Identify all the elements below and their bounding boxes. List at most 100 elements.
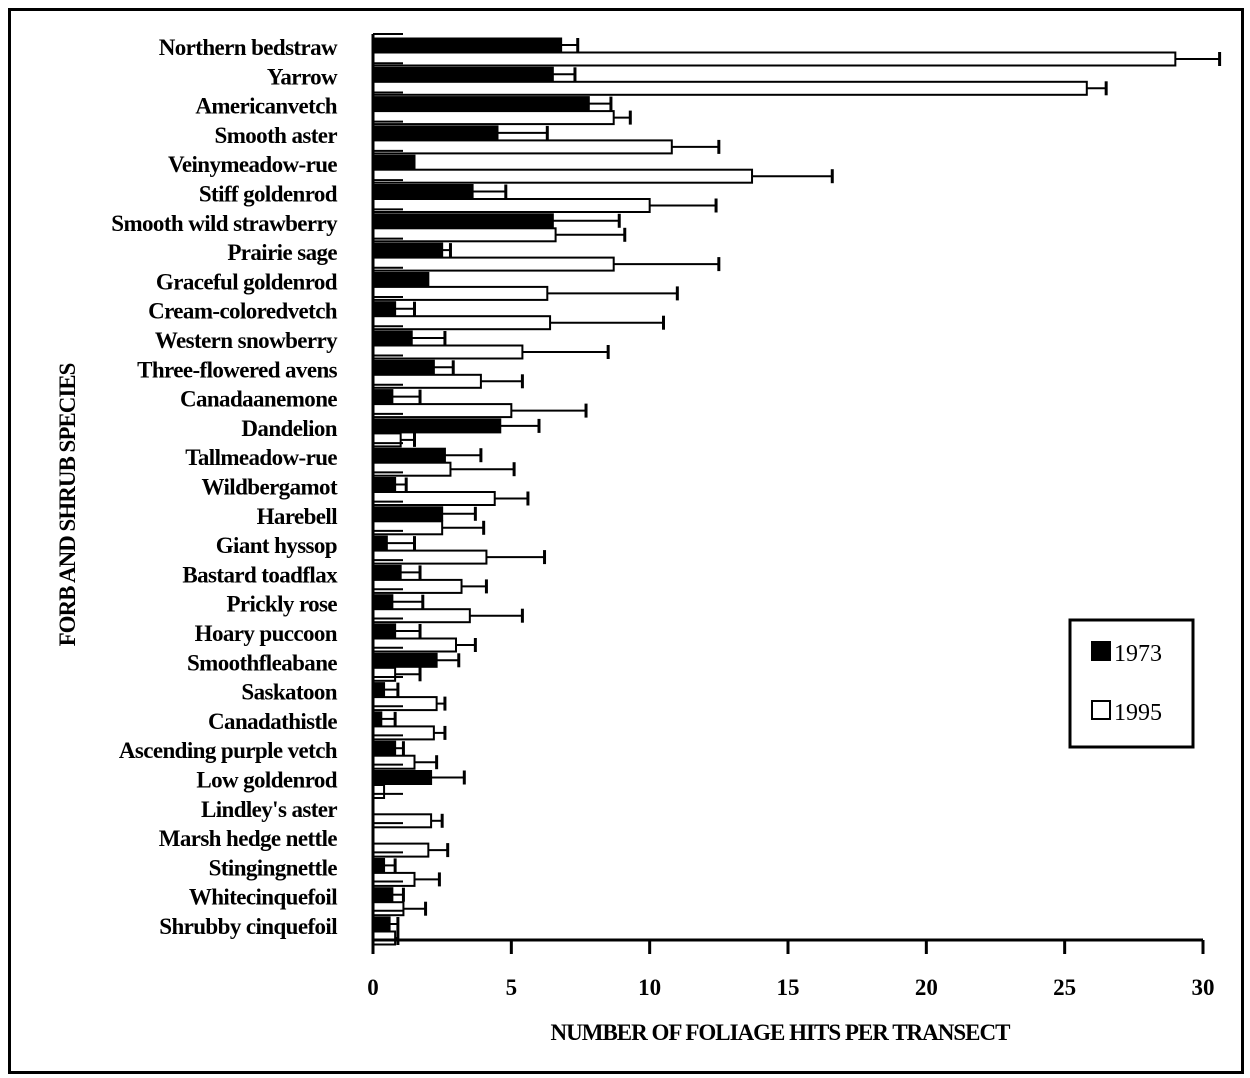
category-label: Wildbergamot xyxy=(202,475,338,500)
category-label: Low goldenrod xyxy=(196,768,337,793)
bar-1973 xyxy=(372,535,388,551)
bar-1973 xyxy=(372,682,386,698)
category-label: Canadathistle xyxy=(208,709,337,734)
bar-1995 xyxy=(372,139,673,155)
category-label: Northern bedstraw xyxy=(159,35,338,60)
chart-frame xyxy=(8,8,1244,1074)
x-tick-label: 0 xyxy=(367,975,379,1000)
bar-1995 xyxy=(372,725,435,741)
category-label: Smooth aster xyxy=(215,123,338,148)
category-label: Shrubby cinquefoil xyxy=(159,914,337,939)
category-label: Western snowberry xyxy=(155,328,338,353)
bar-1995 xyxy=(372,754,416,770)
category-label: Canadaanemone xyxy=(180,387,337,412)
bars-layer xyxy=(372,37,1222,946)
bar-1973 xyxy=(372,154,416,170)
x-axis-title: NUMBER OF FOLIAGE HITS PER TRANSECT xyxy=(551,1020,1011,1045)
bar-1995 xyxy=(372,666,397,682)
bar-1973 xyxy=(372,740,397,756)
category-label: Yarrow xyxy=(267,64,338,89)
bar-1973 xyxy=(372,184,474,199)
bar-1995 xyxy=(372,80,1088,96)
category-label: Harebell xyxy=(257,504,338,529)
bar-1973 xyxy=(372,623,397,639)
legend-swatch-1973 xyxy=(1091,641,1111,661)
bar-1995 xyxy=(372,549,488,565)
bar-1973 xyxy=(372,916,391,932)
bar-1973 xyxy=(372,594,394,610)
legend: 1973 1995 xyxy=(1068,618,1195,749)
bar-1995 xyxy=(372,901,405,917)
bar-1995 xyxy=(372,51,1177,67)
category-label: Hoary puccoon xyxy=(195,621,338,646)
category-label: Prickly rose xyxy=(226,592,337,617)
x-tick-label: 15 xyxy=(777,975,800,1000)
category-label: Whitecinquefoil xyxy=(189,885,337,910)
x-tick-label: 5 xyxy=(506,975,518,1000)
bar-1973 xyxy=(372,418,502,434)
category-label: Lindley's aster xyxy=(201,797,337,822)
category-label: Bastard toadflax xyxy=(182,562,338,587)
category-label: Americanvetch xyxy=(195,94,337,119)
bar-1973 xyxy=(372,330,413,346)
x-tick-label: 10 xyxy=(638,975,661,1000)
bar-1973 xyxy=(372,652,438,668)
bar-1995 xyxy=(372,608,471,624)
legend-label-1973: 1973 xyxy=(1114,641,1162,667)
bar-1995 xyxy=(372,637,457,653)
bar-1995 xyxy=(372,930,397,946)
category-label: Veinymeadow-rue xyxy=(168,152,337,177)
bar-1973 xyxy=(372,37,563,53)
bar-1995 xyxy=(372,344,524,360)
bar-1995 xyxy=(372,520,444,536)
category-label: Marsh hedge nettle xyxy=(159,826,338,851)
bar-1995 xyxy=(372,198,651,213)
x-tick-label: 20 xyxy=(915,975,938,1000)
bar-1973 xyxy=(372,213,554,229)
bar-1995 xyxy=(372,491,496,506)
bar-1973 xyxy=(372,887,394,903)
bar-1995 xyxy=(372,168,754,184)
category-label: Prairie sage xyxy=(227,240,337,265)
bar-1995 xyxy=(372,110,615,126)
x-tick-label: 30 xyxy=(1192,975,1215,1000)
category-label: Three-flowered avens xyxy=(137,357,338,382)
bar-1995 xyxy=(372,373,482,389)
y-axis-title: FORB AND SHRUB SPECIES xyxy=(55,363,80,646)
bar-1973 xyxy=(372,506,444,522)
bar-1973 xyxy=(372,857,386,873)
category-label: Stiff goldenrod xyxy=(199,182,338,207)
bar-1973 xyxy=(372,359,435,375)
bar-1973 xyxy=(372,66,554,82)
bar-1973 xyxy=(372,389,394,405)
bar-1973 xyxy=(372,301,397,317)
bar-1995 xyxy=(372,871,416,887)
bar-1995 xyxy=(372,403,513,419)
legend-box xyxy=(1068,618,1195,749)
category-label: Giant hyssop xyxy=(216,533,337,558)
bar-1973 xyxy=(372,447,446,463)
bar-1995 xyxy=(372,432,402,448)
category-label: Ascending purple vetch xyxy=(119,738,338,763)
bar-1973 xyxy=(372,564,402,580)
category-label: Graceful goldenrod xyxy=(156,269,338,294)
bar-1973 xyxy=(372,242,444,258)
category-label: Tallmeadow-rue xyxy=(185,445,337,470)
bar-1995 xyxy=(372,461,452,477)
legend-label-1995: 1995 xyxy=(1114,700,1162,726)
category-label: Dandelion xyxy=(241,416,337,441)
x-tick-label: 25 xyxy=(1053,975,1076,1000)
bar-1973 xyxy=(372,271,430,287)
bar-1973 xyxy=(372,125,499,141)
bar-1995 xyxy=(372,784,386,799)
bar-1973 xyxy=(372,477,397,492)
category-label: Smoothfleabane xyxy=(187,650,337,675)
legend-swatch-1995 xyxy=(1091,700,1111,720)
bar-1995 xyxy=(372,256,615,272)
x-ticks: 0 5 10 15 20 25 30 xyxy=(367,940,1215,1000)
category-label: Smooth wild strawberry xyxy=(111,211,338,236)
bar-1995 xyxy=(372,578,463,594)
bar-1973 xyxy=(372,96,590,112)
category-label: Saskatoon xyxy=(241,680,337,705)
bar-1995 xyxy=(372,813,433,829)
